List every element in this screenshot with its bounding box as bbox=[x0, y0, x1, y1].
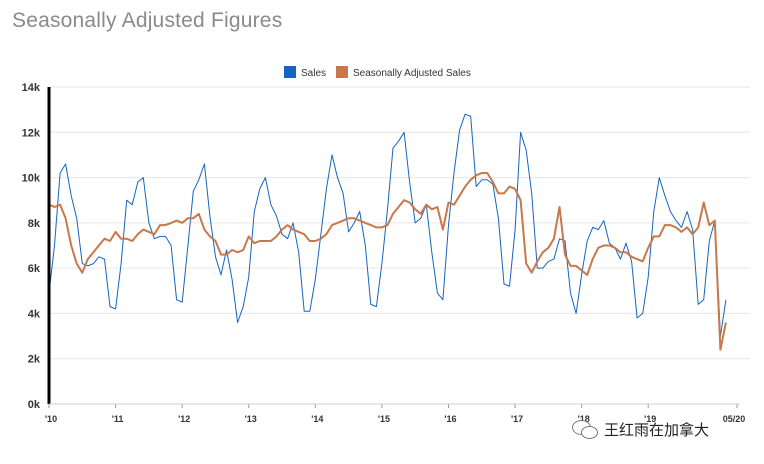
y-tick-label: 14k bbox=[22, 82, 41, 94]
y-tick-label: 0k bbox=[28, 399, 41, 411]
x-tick-label: '10 bbox=[45, 414, 57, 424]
x-tick-label: '19 bbox=[644, 414, 656, 424]
y-tick-label: 6k bbox=[28, 263, 41, 275]
x-tick-label: '16 bbox=[444, 414, 456, 424]
y-axis-ticks: 0k 2k 4k 6k 8k 10k 12k 14k bbox=[22, 82, 41, 411]
legend-label-sales[interactable]: Sales bbox=[301, 68, 326, 79]
wechat-icon bbox=[572, 418, 598, 440]
legend-swatch-sa-sales bbox=[336, 66, 348, 78]
x-tick-label: '15 bbox=[378, 414, 390, 424]
y-tick-label: 2k bbox=[28, 354, 41, 366]
legend-label-sa-sales[interactable]: Seasonally Adjusted Sales bbox=[353, 68, 471, 79]
x-tick-label: 05/20 bbox=[723, 414, 746, 424]
legend[interactable]: Sales Seasonally Adjusted Sales bbox=[284, 66, 471, 79]
x-tick-label: '18 bbox=[578, 414, 590, 424]
series-line-sa-sales bbox=[48, 172, 727, 351]
y-tick-label: 4k bbox=[28, 308, 41, 320]
gridlines bbox=[49, 86, 750, 360]
y-tick-label: 8k bbox=[28, 218, 41, 230]
x-axis-ticks: '10 '11 '12 '13 '14 '15 '16 '17 '18 '19 05/20 bbox=[45, 404, 745, 424]
y-tick-label: 10k bbox=[22, 173, 41, 185]
x-tick-label: '14 bbox=[311, 414, 323, 424]
watermark-text: 王红雨在加拿大 bbox=[604, 420, 710, 439]
x-tick-label: '12 bbox=[178, 414, 190, 424]
x-tick-label: '13 bbox=[245, 414, 257, 424]
series-lines bbox=[48, 113, 727, 351]
page-title: Seasonally Adjusted Figures bbox=[12, 9, 283, 32]
x-tick-label: '11 bbox=[112, 414, 124, 424]
y-tick-label: 12k bbox=[22, 127, 41, 139]
legend-swatch-sales bbox=[284, 66, 296, 78]
watermark: 王红雨在加拿大 bbox=[572, 418, 709, 440]
x-tick-label: '17 bbox=[511, 414, 523, 424]
